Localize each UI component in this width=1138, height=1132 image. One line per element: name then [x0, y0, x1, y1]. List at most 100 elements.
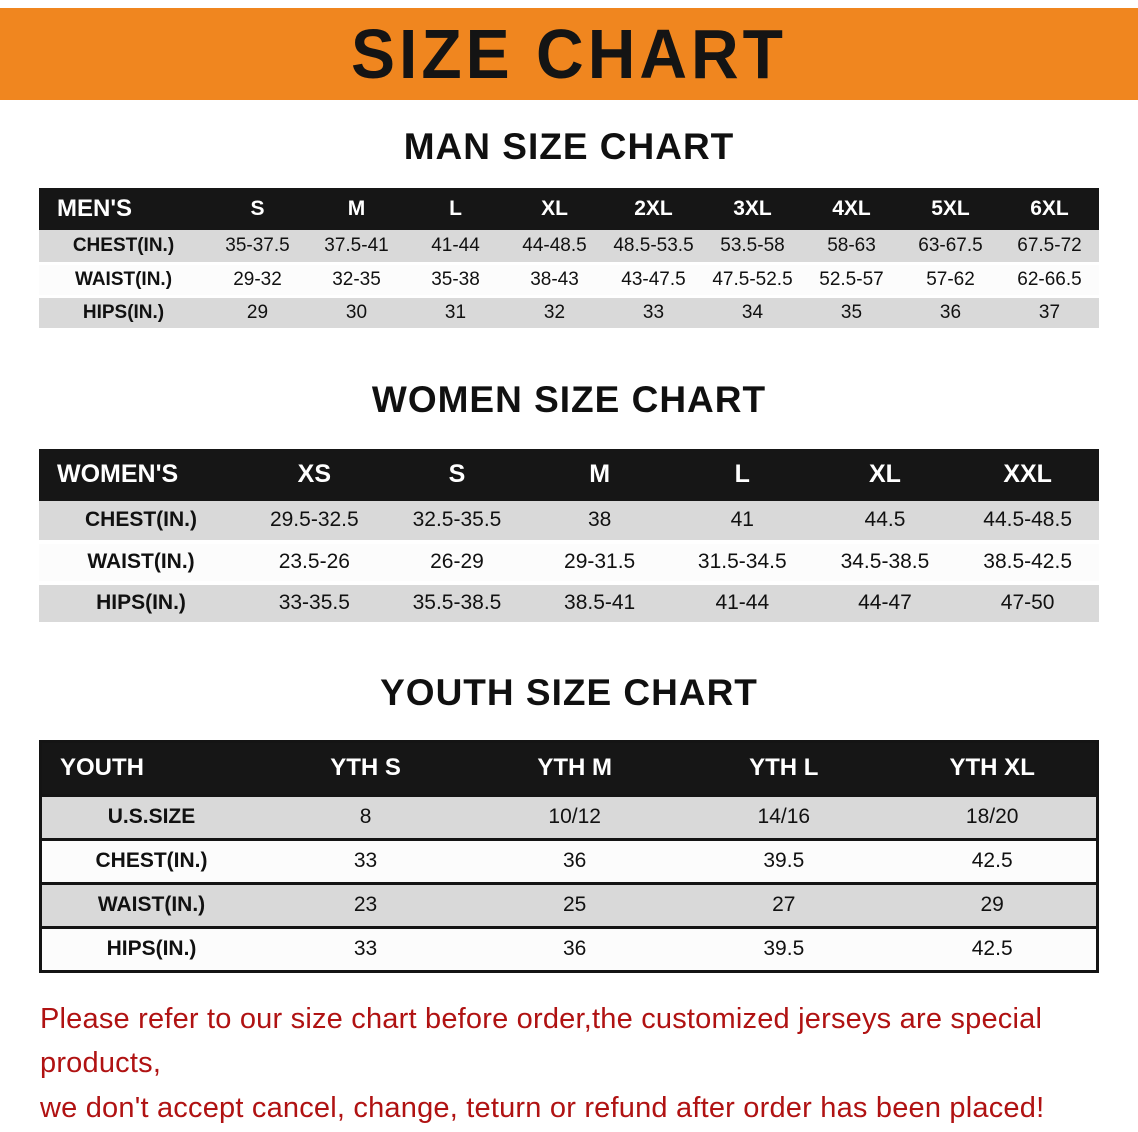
womens-size-table: WOMEN'S XS S M L XL XXL CHEST(IN.) 29.5-32.5 32.5… — [39, 448, 1099, 626]
mens-size-table-container: MEN'S S M L XL 2XL 3XL 4XL 5XL 6XL CHEST(IN.) 35-37… — [0, 188, 1138, 331]
row-label: HIPS(IN.) — [96, 591, 186, 614]
table-cell: 36 — [563, 849, 587, 872]
youth-size-chart-title: YOUTH SIZE CHART — [380, 671, 758, 713]
column-header: S — [448, 460, 466, 488]
table-cell: 32 — [543, 301, 566, 323]
table-row: U.S.SIZE 8 10/12 14/16 18/20 — [40, 795, 1098, 839]
table-cell: 57-62 — [926, 268, 975, 290]
row-label: WAIST(IN.) — [87, 550, 195, 573]
table-cell: 34 — [741, 301, 764, 323]
table-cell: 37.5-41 — [324, 234, 389, 256]
table-cell: 43-47.5 — [621, 268, 686, 290]
table-cell: 32-35 — [332, 268, 381, 290]
table-cell: 52.5-57 — [819, 268, 884, 290]
row-label: CHEST(IN.) — [95, 849, 208, 872]
table-row: CHEST(IN.) 29.5-32.5 32.5-35.5 38 41 44.5 44.5… — [39, 500, 1099, 542]
table-cell: 39.5 — [763, 849, 805, 872]
column-header: S — [250, 197, 265, 220]
table-cell: 27 — [772, 893, 796, 916]
section-women-size-chart: WOMEN SIZE CHART WOMEN'S XS S M L XL XXL CHEST(… — [0, 379, 1138, 626]
table-cell: 41-44 — [715, 591, 770, 614]
column-header: 4XL — [832, 197, 871, 220]
table-row: CHEST(IN.) 35-37.5 37.5-41 41-44 44-48.5 48.5… — [39, 230, 1099, 263]
table-cell: 29-31.5 — [564, 550, 636, 573]
row-label: HIPS(IN.) — [106, 937, 197, 960]
table-row: HIPS(IN.) 33-35.5 35.5-38.5 38.5-41 41-44 44-… — [39, 582, 1099, 624]
table-cell: 33 — [353, 937, 378, 960]
women-size-chart-title: WOMEN SIZE CHART — [371, 378, 767, 420]
column-header: YTH L — [749, 754, 819, 781]
table-cell: 35.5-38.5 — [412, 591, 502, 614]
column-header: L — [734, 460, 750, 488]
table-cell: 44-48.5 — [522, 234, 587, 256]
column-header: YTH XL — [949, 754, 1035, 781]
table-title-cell: YOUTH — [60, 754, 144, 781]
size-chart-page: SIZE CHART MAN SIZE CHART MEN'S S M L XL 2XL 3… — [0, 8, 1138, 1131]
column-header: XS — [297, 460, 331, 488]
table-cell: 29-32 — [233, 268, 282, 290]
table-cell: 44-47 — [858, 591, 912, 614]
table-cell: 31.5-34.5 — [697, 550, 787, 573]
column-header: 2XL — [634, 197, 673, 220]
table-cell: 31 — [444, 301, 467, 323]
column-header: XL — [541, 197, 568, 220]
table-cell: 18/20 — [965, 805, 1019, 828]
table-cell: 44.5 — [864, 508, 906, 531]
table-cell: 38.5-41 — [564, 591, 636, 614]
table-row: HIPS(IN.) 33 36 39.5 42.5 — [40, 927, 1098, 971]
table-cell: 39.5 — [763, 937, 805, 960]
table-cell: 10/12 — [548, 805, 601, 828]
table-cell: 35 — [840, 301, 863, 323]
table-cell: 47.5-52.5 — [712, 268, 793, 290]
youth-size-table-container: YOUTH YTH S YTH M YTH L YTH XL U.S.SIZE 8 10/12… — [0, 739, 1138, 973]
row-label: CHEST(IN.) — [85, 508, 197, 531]
row-label: WAIST(IN.) — [74, 268, 173, 290]
table-cell: 42.5 — [971, 937, 1013, 960]
table-cell: 62-66.5 — [1017, 268, 1082, 290]
table-title-cell: WOMEN'S — [57, 460, 179, 488]
table-row: CHEST(IN.) 33 36 39.5 42.5 — [40, 839, 1098, 883]
footer-line-1: Please refer to our size chart before or… — [40, 1002, 1043, 1080]
table-cell: 36 — [939, 301, 962, 323]
table-cell: 37 — [1038, 301, 1061, 323]
table-cell: 35-38 — [431, 268, 480, 290]
table-row: HIPS(IN.) 29 30 31 32 33 34 35 36 37 — [39, 296, 1099, 329]
row-label: U.S.SIZE — [107, 805, 196, 828]
table-cell: 33-35.5 — [278, 591, 350, 614]
table-cell: 23.5-26 — [278, 550, 350, 573]
table-title-cell: MEN'S — [57, 195, 133, 222]
table-cell: 29 — [246, 301, 269, 323]
table-cell: 44.5-48.5 — [983, 508, 1073, 531]
banner: SIZE CHART — [0, 8, 1138, 100]
table-cell: 63-67.5 — [918, 234, 983, 256]
banner-title: SIZE CHART — [351, 15, 787, 93]
row-label: CHEST(IN.) — [72, 234, 175, 256]
column-header: 6XL — [1030, 197, 1069, 220]
column-header: YTH M — [537, 754, 613, 781]
column-header: M — [589, 460, 611, 488]
footer-line-2: we don't accept cancel, change, teturn o… — [40, 1092, 1045, 1125]
man-size-chart-title: MAN SIZE CHART — [403, 126, 735, 167]
table-row: WAIST(IN.) 23 25 27 29 — [40, 883, 1098, 927]
column-header: 5XL — [931, 197, 970, 220]
table-cell: 47-50 — [1000, 591, 1055, 614]
table-cell: 14/16 — [757, 805, 811, 828]
table-cell: 26-29 — [430, 550, 484, 573]
table-cell: 33 — [642, 301, 665, 323]
table-cell: 8 — [359, 805, 372, 828]
table-cell: 32.5-35.5 — [412, 508, 502, 531]
row-label: WAIST(IN.) — [97, 893, 206, 916]
column-header: 3XL — [733, 197, 772, 220]
table-header-row: MEN'S S M L XL 2XL 3XL 4XL 5XL 6XL — [39, 188, 1099, 230]
table-cell: 38-43 — [530, 268, 579, 290]
table-cell: 30 — [345, 301, 368, 323]
table-cell: 34.5-38.5 — [840, 550, 930, 573]
column-header: L — [449, 197, 462, 220]
column-header: XXL — [1003, 460, 1052, 488]
section-man-size-chart: MAN SIZE CHART MEN'S S M L XL 2XL 3XL 4XL 5XL 6XL… — [0, 126, 1138, 331]
table-header-row: YOUTH YTH S YTH M YTH L YTH XL — [40, 741, 1098, 795]
table-cell: 38.5-42.5 — [983, 550, 1073, 573]
table-cell: 53.5-58 — [720, 234, 785, 256]
table-cell: 58-63 — [827, 234, 876, 256]
table-cell: 29 — [980, 893, 1004, 916]
